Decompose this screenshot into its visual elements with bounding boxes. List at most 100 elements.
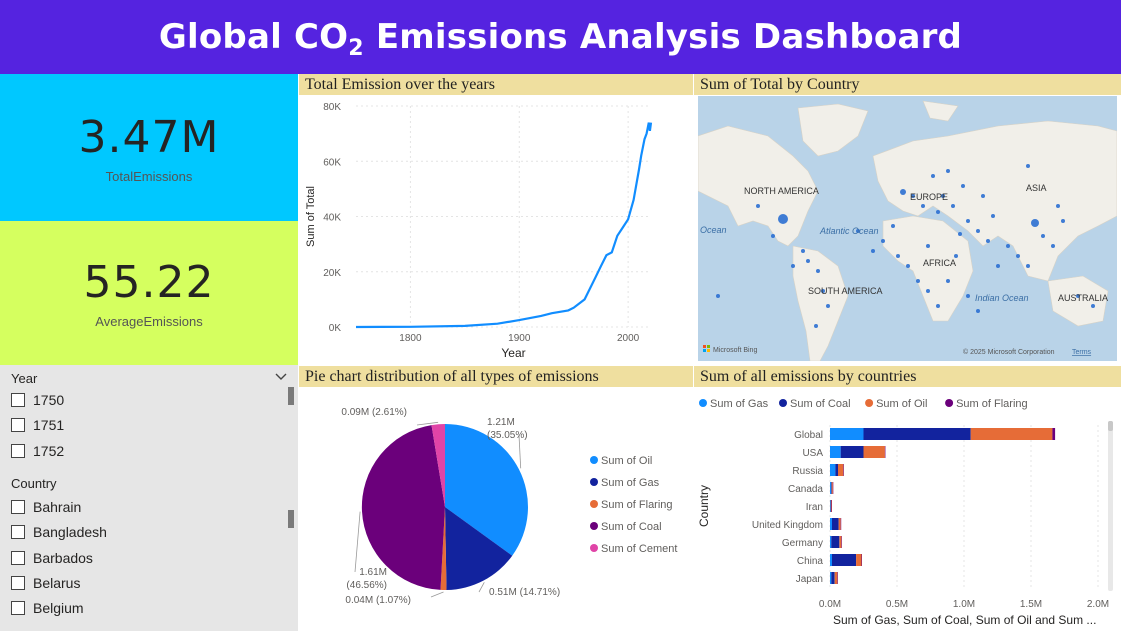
kpi-total-value: 3.47M	[78, 111, 220, 163]
map-terms-link[interactable]: Terms	[1072, 349, 1092, 356]
checkbox[interactable]	[11, 525, 25, 539]
bar-segment	[834, 572, 838, 584]
legend-dot	[779, 399, 787, 407]
y-axis-title: Country	[697, 485, 711, 527]
bar-segment	[831, 500, 832, 512]
legend-label: Sum of Coal	[601, 521, 662, 533]
x-tick-label: 0.0M	[819, 599, 841, 610]
pie-leader-line	[416, 421, 439, 426]
legend-dot	[590, 522, 598, 530]
year-scrollbar[interactable]	[288, 387, 294, 405]
category-label: Iran	[806, 502, 823, 513]
kpi-total-emissions[interactable]: 3.47M TotalEmissions	[0, 74, 298, 221]
bar-segment	[861, 554, 862, 566]
year-option[interactable]: 1750	[11, 392, 64, 408]
kpi-average-emissions[interactable]: 55.22 AverageEmissions	[0, 221, 298, 365]
x-tick-label: 1.5M	[1020, 599, 1042, 610]
legend-dot	[590, 456, 598, 464]
country-option[interactable]: Bangladesh	[11, 524, 107, 540]
category-label: Canada	[788, 484, 823, 495]
checkbox[interactable]	[11, 500, 25, 514]
map-label-eu: EUROPE	[910, 192, 948, 202]
line-chart[interactable]: 0K 20K 40K 60K 80K 1800 1900 2000 Year Sum of Tot…	[299, 95, 693, 365]
checkbox[interactable]	[11, 418, 25, 432]
category-label: Russia	[792, 466, 823, 477]
country-slicer-header: Country	[11, 476, 57, 491]
x-tick-label: 2000	[617, 333, 640, 344]
bar-segment	[863, 446, 885, 458]
year-option[interactable]: 1751	[11, 417, 64, 433]
bar-chart-panel[interactable]: Sum of Gas Sum of Coal Sum of Oil Sum of Fl…	[694, 387, 1121, 631]
x-tick-label: 2.0M	[1087, 599, 1109, 610]
bar-segment	[830, 536, 832, 548]
bar-segment	[838, 464, 844, 476]
legend-label: Sum of Gas	[601, 477, 660, 489]
x-tick-label: 1900	[508, 333, 531, 344]
x-axis-title: Year	[501, 346, 525, 360]
chevron-down-icon[interactable]	[275, 370, 287, 384]
country-option[interactable]: Belgium	[11, 600, 84, 616]
pie-data-label: 0.51M (14.71%)	[489, 587, 560, 598]
checkbox[interactable]	[11, 601, 25, 615]
pie-slice	[431, 424, 445, 507]
pie-slice	[361, 425, 445, 590]
map-label-asia: ASIA	[1026, 183, 1047, 193]
bar-chart[interactable]: Sum of Gas Sum of Coal Sum of Oil Sum of Fl…	[694, 387, 1121, 631]
line-chart-panel[interactable]: 0K 20K 40K 60K 80K 1800 1900 2000 Year Sum of Tot…	[299, 95, 693, 365]
map-label-na: NORTH AMERICA	[744, 186, 819, 196]
bar-segment	[832, 482, 834, 494]
dashboard-header: Global CO2 Emissions Analysis Dashboard	[0, 0, 1121, 74]
y-tick-label: 60K	[323, 157, 341, 168]
legend-label: Sum of Oil	[601, 455, 652, 467]
y-tick-label: 20K	[323, 268, 341, 279]
bar-chart-title: Sum of all emissions by countries	[694, 366, 1121, 387]
filter-slicer: Year 1750 1751 1752 Country Bahrain Bang…	[0, 365, 298, 631]
bar-segment	[832, 518, 839, 530]
category-label: Global	[794, 430, 823, 441]
category-label: Germany	[782, 538, 823, 549]
legend-label: Sum of Flaring	[601, 499, 673, 511]
bar-segment	[863, 428, 971, 440]
pie-data-label: 0.09M (2.61%)	[341, 407, 407, 418]
bar-segment	[832, 554, 857, 566]
map-label-indian: Indian Ocean	[975, 293, 1029, 303]
pie-slice	[440, 507, 447, 591]
pie-chart-panel[interactable]: 1.21M (35.05%) 0.51M (14.71%) 0.04M (1.07%)…	[299, 387, 693, 631]
bar-segment	[838, 518, 841, 530]
line-chart-title: Total Emission over the years	[299, 74, 693, 95]
pie-data-label-pct: (46.56%)	[346, 580, 387, 591]
y-tick-label: 40K	[323, 213, 341, 224]
checkbox[interactable]	[11, 393, 25, 407]
pie-data-label: 1.61M	[359, 567, 387, 578]
category-label: China	[797, 556, 824, 567]
year-option[interactable]: 1752	[11, 443, 64, 459]
map-title: Sum of Total by Country	[694, 74, 1121, 95]
country-scrollbar[interactable]	[288, 510, 294, 528]
category-label: Japan	[796, 574, 823, 585]
world-map[interactable]: NORTH AMERICA SOUTH AMERICA EUROPE ASIA …	[698, 96, 1117, 361]
bar-segment	[970, 428, 1053, 440]
country-option[interactable]: Bahrain	[11, 499, 81, 515]
legend-dot	[590, 544, 598, 552]
bar-segment	[884, 446, 886, 458]
legend-label: Sum of Coal	[790, 398, 851, 410]
pie-chart[interactable]: 1.21M (35.05%) 0.51M (14.71%) 0.04M (1.07%)…	[299, 387, 693, 631]
pie-data-label: 1.21M	[487, 417, 515, 428]
kpi-total-label: TotalEmissions	[105, 168, 193, 184]
bar-segment	[830, 500, 832, 512]
bar-segment	[830, 464, 836, 476]
bar-segment	[831, 482, 832, 494]
map-label-atlantic: Atlantic Ocean	[819, 226, 879, 236]
legend-dot	[590, 478, 598, 486]
bar-segment	[835, 464, 839, 476]
bar-segment	[837, 572, 838, 584]
checkbox[interactable]	[11, 551, 25, 565]
checkbox[interactable]	[11, 444, 25, 458]
checkbox[interactable]	[11, 576, 25, 590]
legend-label: Sum of Oil	[876, 398, 927, 410]
country-option[interactable]: Belarus	[11, 575, 80, 591]
country-option[interactable]: Barbados	[11, 550, 93, 566]
bar-segment	[830, 482, 832, 494]
legend-label: Sum of Flaring	[956, 398, 1028, 410]
y-tick-label: 80K	[323, 102, 341, 113]
